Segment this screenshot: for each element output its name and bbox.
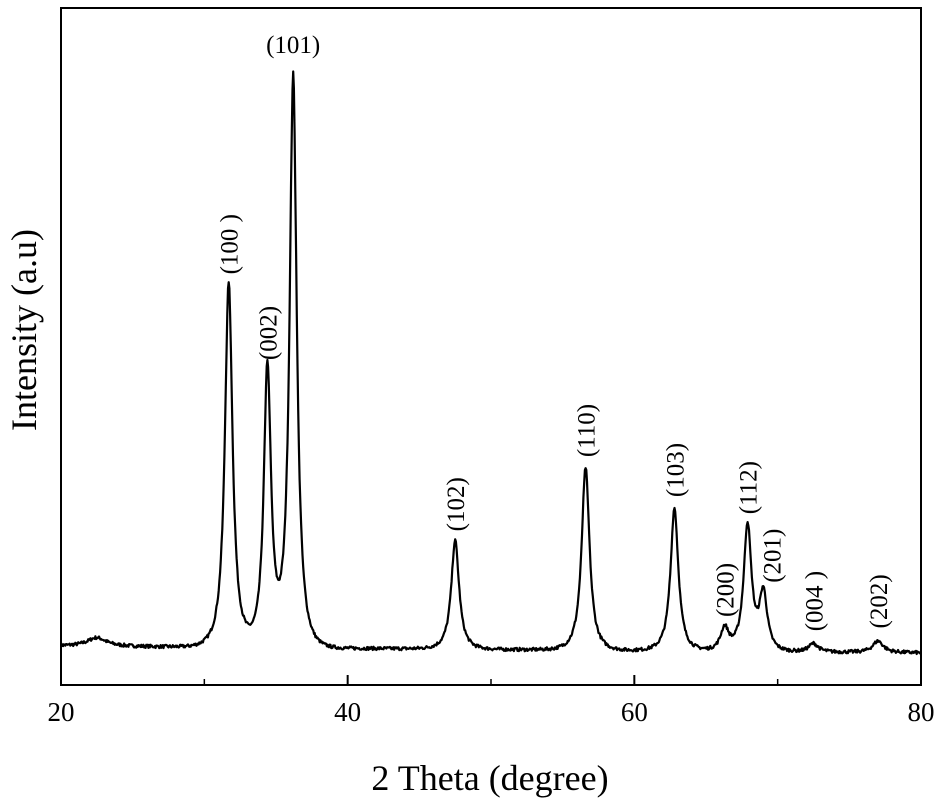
x-tick-label: 60 (621, 697, 648, 727)
peak-label: (200) (713, 563, 740, 617)
peak-label: (110) (574, 404, 601, 457)
plot-border (60, 7, 922, 686)
peak-labels: (100 ) (002) (101) (102) (110) (103) (200) (112… (217, 32, 893, 631)
x-axis-title: 2 Theta (degree) (371, 758, 608, 798)
peak-label: (112) (736, 461, 763, 514)
peak-label: (202) (866, 574, 893, 628)
peak-label: (101) (266, 32, 320, 59)
peak-label: (103) (662, 443, 689, 497)
peak-label: (100 ) (217, 214, 244, 274)
peak-label: (004 ) (802, 571, 829, 631)
y-axis-title: Intensity (a.u) (4, 229, 44, 431)
peak-label: (201) (759, 529, 786, 583)
peak-label: (002) (255, 306, 282, 360)
x-tick-label: 20 (48, 697, 75, 727)
x-tick-label: 80 (908, 697, 935, 727)
plot-frame (60, 7, 922, 686)
x-axis-ticks: 20 40 60 80 (48, 675, 935, 727)
peak-label: (102) (443, 477, 470, 531)
diffraction-pattern-line (59, 70, 922, 656)
x-tick-label: 40 (334, 697, 361, 727)
